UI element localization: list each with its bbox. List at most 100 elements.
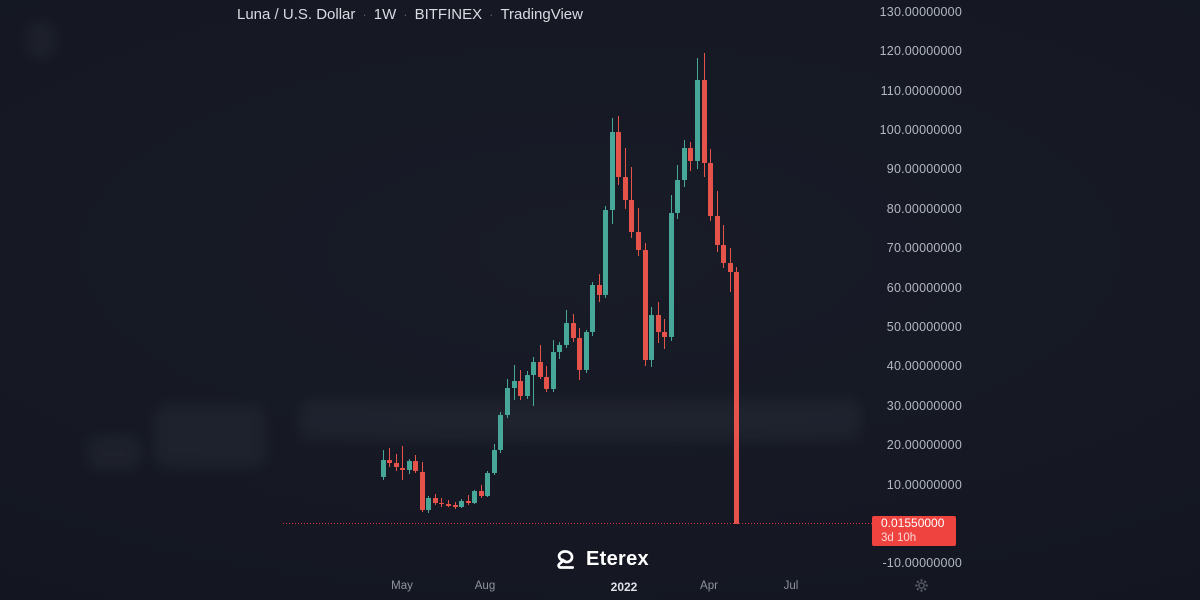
price-tick-label: 70.00000000 bbox=[886, 241, 962, 256]
candle-body bbox=[662, 332, 668, 337]
time-tick-label: May bbox=[391, 580, 413, 592]
eterex-logo-icon bbox=[553, 547, 578, 572]
candle-body bbox=[649, 315, 654, 360]
candle-body bbox=[583, 332, 589, 370]
candle-body bbox=[609, 131, 615, 210]
candle-body bbox=[688, 148, 694, 161]
gear-icon[interactable] bbox=[914, 578, 929, 593]
candle-body bbox=[544, 376, 550, 390]
candle-body bbox=[570, 323, 576, 338]
candle-body bbox=[472, 491, 478, 504]
candle-wick bbox=[533, 357, 535, 407]
price-tick-label: 20.00000000 bbox=[886, 438, 962, 453]
candle-body bbox=[642, 250, 648, 360]
candle-body bbox=[524, 375, 530, 397]
chart-pane[interactable] bbox=[0, 0, 870, 575]
price-tick-label: 60.00000000 bbox=[886, 280, 962, 295]
candle-wick bbox=[389, 448, 391, 467]
candle-body bbox=[518, 380, 523, 397]
candle-body bbox=[727, 262, 733, 273]
candle-body bbox=[550, 351, 556, 390]
last-price-value: 0.01550000 bbox=[881, 516, 945, 530]
candle-body bbox=[577, 337, 582, 370]
candle-body bbox=[721, 244, 727, 263]
candle-body bbox=[446, 504, 451, 506]
candle-body bbox=[563, 323, 569, 346]
candle-body bbox=[590, 284, 596, 332]
candle-body bbox=[701, 79, 707, 163]
candle-body bbox=[387, 459, 393, 464]
candle-body bbox=[537, 362, 543, 377]
candle-body bbox=[465, 500, 471, 504]
candle-body bbox=[616, 131, 622, 177]
candle-wick bbox=[539, 345, 541, 379]
eterex-logo: Eterex bbox=[553, 547, 649, 572]
price-tick-label: 120.00000000 bbox=[879, 44, 962, 59]
last-price-badge: 0.01550000 3d 10h bbox=[872, 516, 956, 546]
candle-body bbox=[413, 461, 419, 472]
price-tick-label: 30.00000000 bbox=[886, 398, 962, 413]
interval-label: 1W bbox=[373, 5, 397, 23]
candle-body bbox=[681, 148, 687, 180]
candle-body bbox=[714, 215, 720, 245]
last-price-line bbox=[283, 523, 872, 524]
candle-body bbox=[694, 79, 700, 162]
candle-body bbox=[478, 491, 484, 496]
price-tick-label: 130.00000000 bbox=[879, 4, 962, 19]
tradingview-link[interactable]: TradingView bbox=[500, 5, 583, 23]
candle-body bbox=[596, 284, 602, 295]
eterex-logo-text: Eterex bbox=[586, 548, 649, 570]
candle-wick bbox=[395, 453, 397, 472]
watermark-smudge bbox=[155, 405, 265, 467]
bar-countdown: 3d 10h bbox=[881, 532, 917, 544]
candle-body bbox=[655, 315, 661, 332]
candle-body bbox=[629, 200, 635, 232]
candle-body bbox=[504, 388, 510, 415]
time-tick-label: Apr bbox=[700, 580, 718, 592]
candle-body bbox=[452, 505, 458, 507]
candle-wick bbox=[448, 500, 449, 508]
candle-body bbox=[734, 272, 740, 524]
separator-dot: · bbox=[403, 6, 408, 22]
candle-wick bbox=[402, 445, 404, 480]
price-tick-label: 50.00000000 bbox=[886, 319, 962, 334]
candle-body bbox=[603, 209, 609, 295]
candle-body bbox=[406, 461, 412, 470]
candle-body bbox=[498, 414, 504, 450]
candle-wick bbox=[467, 494, 469, 505]
candle-body bbox=[668, 213, 674, 337]
price-tick-label: 110.00000000 bbox=[880, 83, 962, 98]
separator-dot: · bbox=[362, 6, 367, 22]
watermark-smudge bbox=[28, 22, 54, 58]
candle-body bbox=[557, 345, 563, 352]
candle-body bbox=[675, 179, 681, 213]
candle-body bbox=[400, 467, 406, 470]
candle-body bbox=[622, 176, 628, 200]
exchange-label: BITFINEX bbox=[414, 5, 483, 23]
candle-body bbox=[439, 502, 445, 505]
candle-body bbox=[511, 380, 517, 388]
candle-body bbox=[459, 500, 465, 507]
candle-body bbox=[393, 463, 399, 468]
candle-body bbox=[485, 473, 491, 496]
watermark-smudge bbox=[300, 400, 860, 440]
candle-body bbox=[380, 459, 386, 477]
price-tick-label: 100.00000000 bbox=[879, 122, 962, 137]
price-tick-label: -10.00000000 bbox=[882, 556, 962, 571]
price-tick-label: 10.00000000 bbox=[886, 477, 962, 492]
candle-body bbox=[426, 498, 432, 510]
time-tick-label: 2022 bbox=[610, 580, 638, 594]
watermark-smudge bbox=[88, 437, 140, 469]
price-tick-label: 40.00000000 bbox=[886, 359, 962, 374]
separator-dot: · bbox=[489, 6, 494, 22]
time-tick-label: Aug bbox=[474, 580, 496, 592]
candle-body bbox=[636, 231, 641, 250]
candle-body bbox=[419, 471, 425, 510]
symbol-title[interactable]: Luna / U.S. Dollar bbox=[237, 5, 356, 23]
candle-body bbox=[491, 449, 497, 473]
candle-body bbox=[432, 498, 438, 503]
time-tick-label: Jul bbox=[783, 580, 799, 592]
chart-legend: Luna / U.S. Dollar · 1W · BITFINEX · Tra… bbox=[237, 4, 583, 24]
candle-body bbox=[531, 362, 537, 375]
price-tick-label: 90.00000000 bbox=[886, 162, 962, 177]
